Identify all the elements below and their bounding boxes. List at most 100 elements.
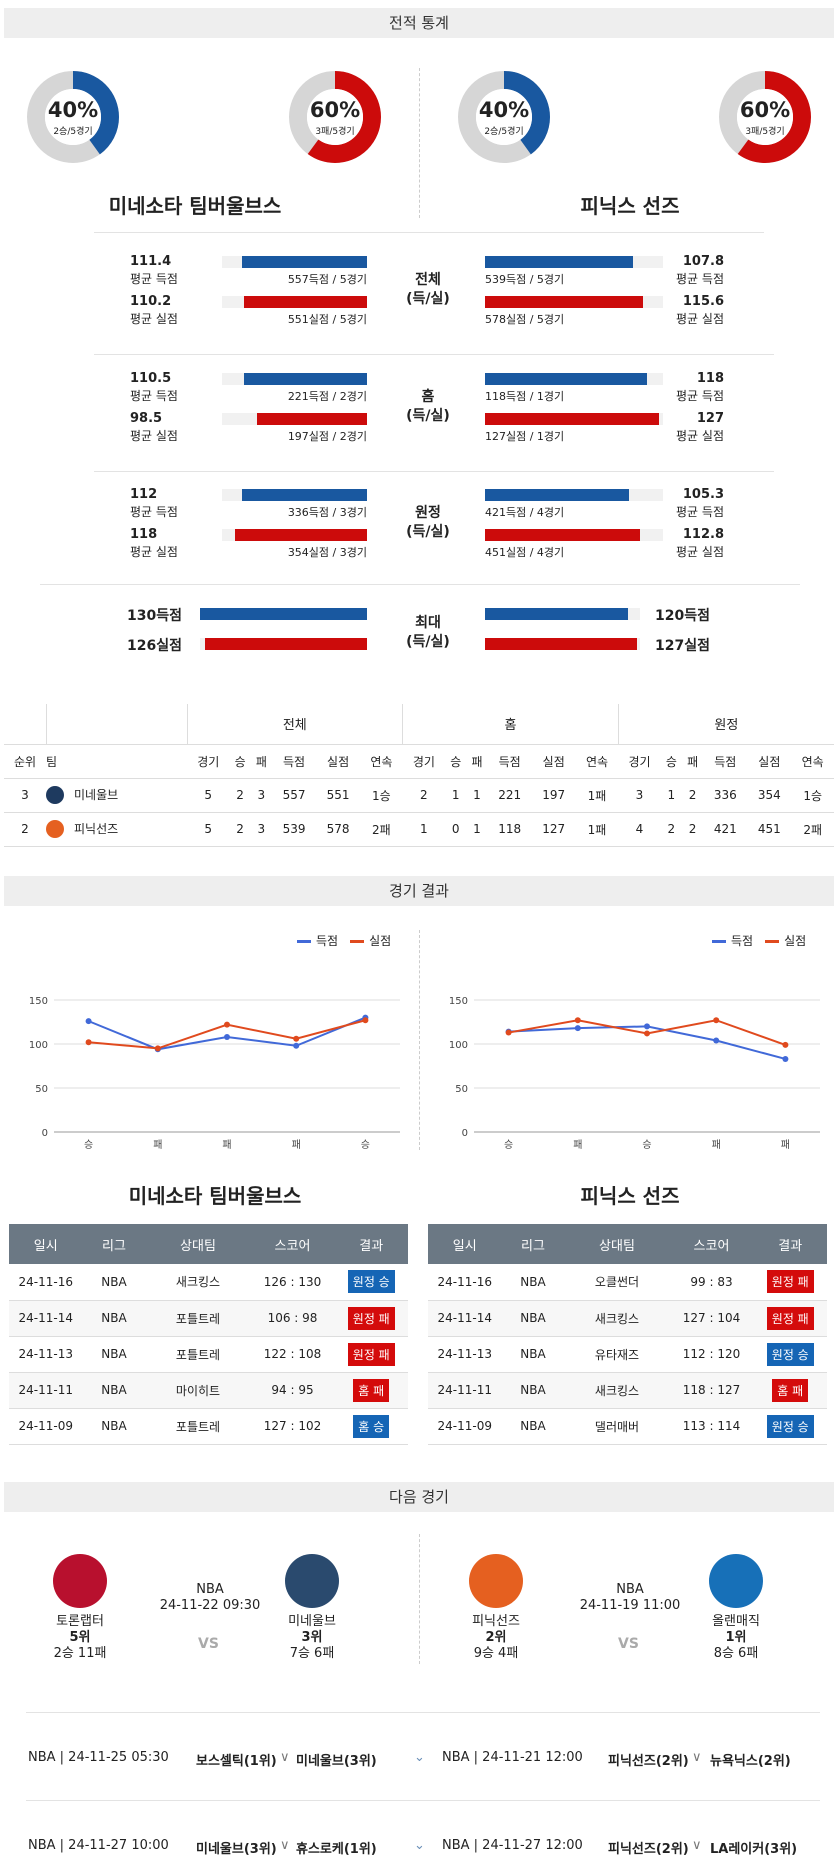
stat-cell: 551 (316, 778, 361, 813)
divider (26, 1800, 820, 1801)
legend-label: 실점 (369, 934, 392, 948)
right-score-bar (485, 373, 647, 385)
group-header: 홈 (402, 704, 619, 745)
stat-cell: 3 (618, 778, 661, 813)
opp-cell: 포틀트레 (145, 1300, 251, 1337)
date-cell: 24-11-11 (9, 1372, 83, 1409)
donut-fill (27, 71, 119, 163)
column-header: 일시 (428, 1224, 502, 1264)
stat-cell: 1 (402, 812, 446, 847)
stat-cell: 2 (402, 778, 446, 813)
donut-subtitle: 3패/5경기 (315, 127, 355, 137)
rank-cell: 2 (4, 812, 46, 847)
donut-percent: 60% (739, 98, 791, 122)
team-rank: 3위 (301, 1630, 323, 1645)
x-tick-label: 승 (361, 1139, 370, 1151)
date-cell: 24-11-13 (9, 1336, 83, 1373)
data-point (644, 1030, 650, 1037)
date-cell: 24-11-16 (9, 1264, 83, 1301)
stat-cell: 4 (618, 812, 661, 847)
stat-cell: 127 (531, 812, 576, 847)
stat-cell: 3 (250, 778, 272, 813)
data-point (574, 1017, 581, 1024)
stat-cell: 1 (466, 778, 488, 813)
column-header: 일시 (9, 1224, 83, 1264)
date-cell: 24-11-11 (428, 1372, 502, 1409)
data-point (85, 1018, 92, 1025)
table-row: 3 미네울브 5 2 3 557 551 1승 2 1 1 221 197 1패 3 1 2 336 354 1승 (4, 778, 834, 813)
next-game-info: NBA 24-11-19 11:00 (570, 1582, 690, 1614)
left-max-allow-bar (205, 638, 367, 650)
upcoming-team: LA레이커(3위) (710, 1842, 798, 1857)
score-cell: 112 : 120 (669, 1336, 754, 1373)
left-allow-bar (244, 296, 367, 308)
data-point (224, 1021, 230, 1028)
stat-cell: 118 (487, 812, 532, 847)
left-score-label: 평균 득점 (130, 389, 178, 403)
result-cell: 홈 패 (334, 1372, 408, 1409)
team-record: 2승 11패 (53, 1646, 107, 1661)
score-cell: 113 : 114 (669, 1408, 754, 1445)
column-header: 실점 (747, 744, 792, 779)
result-cell: 홈 패 (753, 1372, 827, 1409)
stat-category-sub: (득/실) (406, 634, 450, 650)
stat-category-sub: (득/실) (406, 408, 450, 424)
donut-chart: 40% 2승/5경기 (457, 70, 551, 164)
legend-swatch (712, 940, 726, 943)
team-name-right: 피닉스 선즈 (580, 1184, 680, 1208)
column-header: 경기 (187, 744, 230, 779)
opp-cell: 포틀트레 (145, 1336, 251, 1373)
data-point (574, 1025, 581, 1032)
next-home-team: 피닉선즈 2위 9승 4패 (456, 1554, 536, 1662)
donut-fill (458, 71, 550, 163)
line-chart-left: 0 50 100 150 승 패 패 패 승 (29, 996, 400, 1151)
team-record: 7승 6패 (289, 1646, 335, 1661)
next-away-team: 올랜매직 1위 8승 6패 (696, 1554, 776, 1662)
upcoming-team: 미네울브(3위) (296, 1754, 377, 1769)
right-score-bar-label: 539득점 / 5경기 (485, 273, 565, 286)
column-header: 승 (229, 744, 251, 779)
donut-fill (289, 71, 381, 163)
divider (94, 354, 774, 355)
league-cell: NBA (82, 1264, 146, 1301)
column-header: 실점 (316, 744, 361, 779)
right-allow-bar (485, 413, 659, 425)
league-cell: NBA (82, 1336, 146, 1373)
column-header: 득점 (703, 744, 748, 779)
stat-cell: 221 (487, 778, 532, 813)
team-logo-icon (709, 1554, 763, 1608)
x-tick-label: 승 (642, 1139, 651, 1151)
column-header: 팀 (46, 744, 187, 779)
team-name: 피닉선즈 (74, 821, 119, 836)
column-header: 스코어 (250, 1224, 335, 1264)
league-cell: NBA (501, 1408, 565, 1445)
column-header: 스코어 (669, 1224, 754, 1264)
result-badge: 홈 승 (353, 1414, 390, 1438)
left-allow-label: 평균 실점 (130, 545, 178, 559)
team-rank: 1위 (725, 1630, 747, 1645)
divider (40, 584, 800, 585)
upcoming-info: NBA | 24-11-25 05:30 (28, 1750, 169, 1765)
score-cell: 99 : 83 (669, 1264, 754, 1301)
vs-icon: ∨ (692, 1750, 702, 1765)
chart-legend: 득점 실점 (700, 932, 806, 949)
table-row: 24-11-09 NBA 포틀트레 127 : 102 홈 승 (9, 1408, 408, 1445)
right-max-allow: 127실점 (655, 638, 710, 654)
team-logo-icon (46, 820, 64, 839)
right-score-label: 평균 득점 (676, 272, 724, 286)
opp-cell: 유타재즈 (564, 1336, 670, 1373)
stat-cell: 197 (531, 778, 576, 813)
column-header: 연속 (791, 744, 834, 779)
team-logo-icon (285, 1554, 339, 1608)
team-logo-icon (469, 1554, 523, 1608)
column-header: 리그 (501, 1224, 565, 1264)
result-badge: 홈 패 (353, 1378, 390, 1402)
result-cell: 원정 승 (334, 1264, 408, 1301)
stat-cell: 0 (445, 812, 467, 847)
left-score-label: 평균 득점 (130, 505, 178, 519)
left-score-bar-label: 221득점 / 2경기 (287, 390, 367, 403)
score-cell: 94 : 95 (250, 1372, 335, 1409)
stat-category-label: 원정 (415, 505, 441, 521)
score-cell: 127 : 102 (250, 1408, 335, 1445)
column-header: 실점 (531, 744, 576, 779)
